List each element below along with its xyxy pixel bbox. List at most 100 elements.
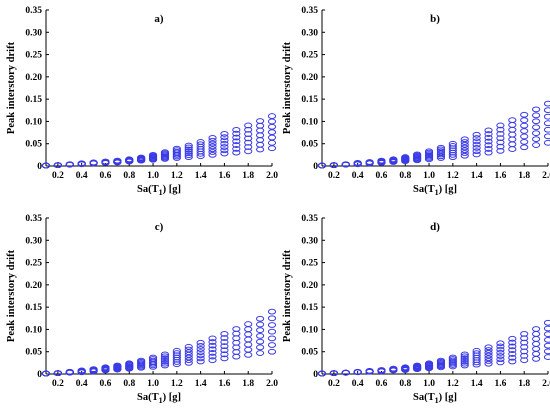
x-tick-label: 0.2 [52,379,64,389]
data-point [184,354,193,361]
data-point [232,339,241,346]
x-tick-label: 1.6 [494,379,506,389]
data-point [484,127,493,134]
data-point [184,146,193,153]
data-point [232,353,241,360]
data-point [377,157,386,164]
data-point [184,357,193,364]
data-point [472,151,481,158]
data-point [532,136,541,143]
data-point [208,339,217,345]
data-point [160,358,170,365]
data-point [365,367,374,374]
data-point [508,131,517,138]
data-point [196,346,205,352]
data-point [267,113,277,119]
data-point [184,349,193,356]
data-point [184,343,193,350]
data-point [208,149,217,155]
data-point [508,351,517,357]
data-point [508,354,517,361]
data-point [184,148,193,155]
data-point [460,144,469,151]
data-point [160,353,170,360]
data-point [508,141,517,148]
panel-label: b) [430,13,440,25]
data-point [267,134,277,141]
x-axis-label: Sa(T1) [g] [137,392,181,405]
data-point [89,159,98,166]
data-point [256,137,265,143]
data-point [532,112,541,119]
x-tick-label: 0.4 [76,171,88,181]
data-point [389,156,398,163]
data-point [532,124,541,131]
data-point [329,370,338,377]
data-point [267,118,277,125]
y-tick-label: 0.35 [301,214,318,224]
data-point [508,347,517,354]
y-axis-label: Peak interstory drift [6,41,17,134]
data-point [256,338,265,345]
data-point [256,350,265,356]
data-point [220,351,229,358]
data-point [484,355,493,362]
x-tick-label: 0.2 [52,171,64,181]
data-point [184,351,193,358]
x-tick-label: 0.8 [399,171,411,181]
data-point [160,351,170,358]
panel-b: 0 0.05 0.10 0.15 0.20 0.25 0.30 0.35 0.2 0.4 0.6 0.… [282,6,550,197]
data-point [436,144,446,151]
y-tick-label: 0.15 [25,303,42,313]
data-point [532,326,541,332]
y-tick-label: 0.25 [25,51,42,61]
data-point [424,360,434,367]
data-point [137,357,146,364]
data-point [184,154,193,160]
x-tick-label: 1.2 [171,379,183,389]
data-point [532,331,541,337]
y-tick-label: 0.05 [301,348,318,358]
data-point [532,355,541,362]
y-tick-label: 0.20 [25,281,42,291]
x-tick-label: 0.4 [76,379,88,389]
data-point [267,145,277,152]
data-point [532,142,541,148]
data-point [267,123,277,130]
panel-label: d) [430,221,440,233]
data-point [389,365,398,372]
data-point [232,326,241,332]
data-point [472,350,481,357]
data-point [436,357,446,364]
data-point [520,330,529,337]
data-point [244,341,253,348]
data-point [436,148,446,155]
x-tick-label: 0.6 [100,171,112,181]
y-tick-label: 0.20 [301,281,318,291]
data-point [220,330,229,337]
data-point [460,152,469,159]
x-tick-label: 1.0 [423,171,435,181]
data-point [317,162,327,169]
data-point [208,346,217,353]
data-point [496,343,505,350]
data-point [520,122,529,129]
data-point [160,149,170,156]
data-point [77,160,86,167]
data-point [496,143,505,150]
data-point [267,322,277,328]
x-tick-label: 1.8 [518,379,530,389]
data-point [184,150,193,157]
x-tick-label: 1.2 [171,171,183,181]
data-point [484,352,493,359]
data-point [125,360,134,367]
x-tick-label: 1.4 [471,171,483,181]
y-tick-label: 0.30 [25,236,42,246]
data-point [496,139,505,146]
data-point [232,138,241,145]
data-point [220,339,229,345]
data-point [448,140,457,147]
data-point [244,326,253,333]
data-point [543,348,550,355]
y-axis-label: Peak interstory drift [282,41,293,134]
